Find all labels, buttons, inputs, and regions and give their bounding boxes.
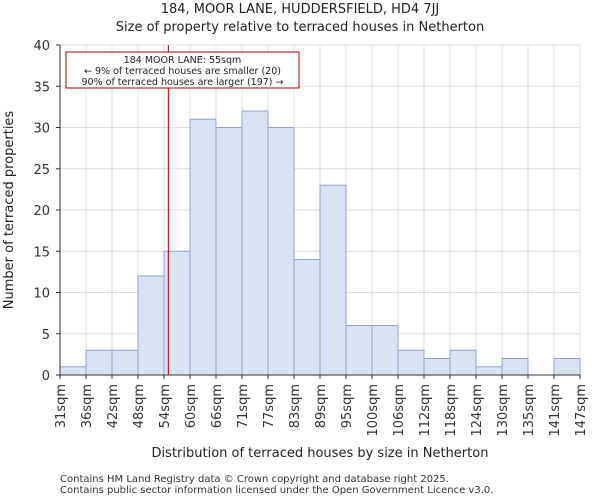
y-tick-label-8: 40	[33, 39, 50, 54]
annotation-line-1: 184 MOOR LANE: 55sqm	[124, 55, 242, 66]
chart-title: 184, MOOR LANE, HUDDERSFIELD, HD4 7JJ	[160, 2, 440, 17]
bar-42sqm	[111, 349, 139, 376]
annotation-line-2: ← 9% of terraced houses are smaller (20)	[84, 66, 281, 77]
bar-71sqm	[241, 110, 269, 376]
x-tick-label-10: 89sqm	[314, 384, 329, 428]
bar-106sqm	[397, 349, 425, 376]
y-tick-label-3: 15	[33, 245, 50, 260]
chart-subtitle: Size of property relative to terraced ho…	[115, 20, 485, 35]
x-tick-label-11: 95sqm	[340, 384, 355, 428]
y-tick-label-1: 5	[42, 328, 50, 343]
x-tick-label-14: 112sqm	[418, 384, 433, 437]
bar-83sqm	[293, 259, 321, 376]
x-tick-label-0: 31sqm	[54, 384, 69, 428]
x-axis-label: Distribution of terraced houses by size …	[152, 446, 489, 461]
bar-89sqm	[319, 184, 347, 376]
bar-48sqm	[137, 275, 165, 376]
bar-36sqm	[85, 349, 113, 376]
bar-130sqm	[501, 358, 529, 376]
y-tick-label-7: 35	[33, 80, 50, 95]
x-tick-label-18: 135sqm	[522, 384, 537, 437]
bar-141sqm	[553, 358, 581, 376]
x-tick-label-3: 48sqm	[132, 384, 147, 428]
x-tick-label-15: 118sqm	[444, 384, 459, 437]
x-tick-label-13: 106sqm	[392, 384, 407, 437]
x-tick-label-5: 60sqm	[184, 384, 199, 428]
bar-118sqm	[449, 349, 477, 376]
annotation-box	[65, 51, 300, 89]
x-tick-label-17: 130sqm	[496, 384, 511, 437]
annotation-line-3: 90% of terraced houses are larger (197) …	[82, 77, 284, 88]
bar-77sqm	[267, 127, 295, 376]
y-tick-label-0: 0	[42, 369, 50, 384]
y-tick-label-2: 10	[33, 287, 50, 302]
x-tick-label-7: 71sqm	[236, 384, 251, 428]
bar-31sqm	[59, 366, 87, 376]
x-tick-label-16: 124sqm	[470, 384, 485, 437]
x-tick-label-8: 77sqm	[262, 384, 277, 428]
bar-112sqm	[423, 358, 451, 376]
bar-100sqm	[371, 325, 399, 376]
bar-95sqm	[345, 325, 373, 376]
x-tick-label-20: 147sqm	[574, 384, 589, 437]
footer-line-2: Contains public sector information licen…	[60, 485, 494, 496]
x-tick-label-19: 141sqm	[548, 384, 563, 437]
y-tick-label-6: 30	[33, 122, 50, 137]
y-tick-label-5: 25	[33, 163, 50, 178]
bar-60sqm	[189, 118, 217, 376]
x-tick-label-12: 100sqm	[366, 384, 381, 437]
x-tick-label-9: 83sqm	[288, 384, 303, 428]
x-tick-label-6: 66sqm	[210, 384, 225, 428]
y-tick-label-4: 20	[33, 204, 50, 219]
x-tick-label-4: 54sqm	[158, 384, 173, 428]
footer-line-1: Contains HM Land Registry data © Crown c…	[60, 474, 449, 485]
x-tick-label-1: 36sqm	[80, 384, 95, 428]
bar-66sqm	[215, 127, 243, 376]
x-tick-label-2: 42sqm	[106, 384, 121, 428]
bar-124sqm	[475, 366, 503, 376]
y-axis-label: Number of terraced properties	[2, 111, 17, 310]
